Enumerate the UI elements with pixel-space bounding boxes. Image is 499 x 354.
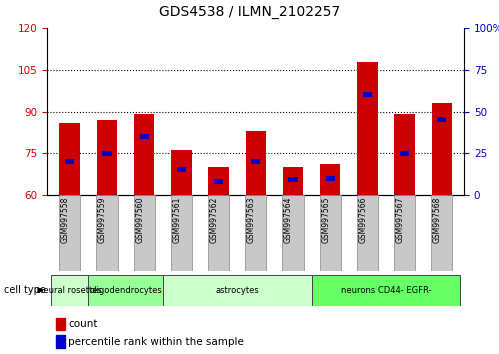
FancyBboxPatch shape bbox=[134, 195, 155, 271]
Bar bbox=[394, 114, 415, 195]
Bar bbox=[97, 120, 117, 195]
Bar bbox=[177, 167, 186, 172]
Bar bbox=[357, 62, 378, 195]
Bar bbox=[432, 103, 452, 195]
Bar bbox=[56, 335, 65, 348]
Text: GSM997567: GSM997567 bbox=[396, 197, 405, 244]
Bar bbox=[246, 131, 266, 195]
FancyBboxPatch shape bbox=[96, 195, 118, 271]
Text: neural rosettes: neural rosettes bbox=[38, 286, 102, 295]
Text: GSM997558: GSM997558 bbox=[61, 197, 70, 243]
Bar bbox=[251, 159, 260, 164]
Bar bbox=[102, 150, 112, 156]
Bar bbox=[437, 117, 446, 122]
FancyBboxPatch shape bbox=[319, 195, 341, 271]
Bar bbox=[320, 164, 340, 195]
Bar bbox=[134, 114, 154, 195]
FancyBboxPatch shape bbox=[282, 195, 303, 271]
Text: oligodendrocytes: oligodendrocytes bbox=[89, 286, 162, 295]
FancyBboxPatch shape bbox=[171, 195, 192, 271]
Text: count: count bbox=[68, 319, 98, 329]
FancyBboxPatch shape bbox=[431, 195, 453, 271]
Text: astrocytes: astrocytes bbox=[215, 286, 259, 295]
Bar bbox=[59, 122, 80, 195]
FancyBboxPatch shape bbox=[208, 195, 229, 271]
Bar bbox=[363, 92, 372, 97]
Bar bbox=[208, 167, 229, 195]
FancyBboxPatch shape bbox=[311, 275, 461, 306]
Text: neurons CD44- EGFR-: neurons CD44- EGFR- bbox=[341, 286, 431, 295]
FancyBboxPatch shape bbox=[394, 195, 415, 271]
Text: percentile rank within the sample: percentile rank within the sample bbox=[68, 337, 244, 347]
Text: GSM997559: GSM997559 bbox=[98, 197, 107, 244]
FancyBboxPatch shape bbox=[51, 275, 88, 306]
Bar bbox=[325, 176, 335, 181]
FancyBboxPatch shape bbox=[88, 275, 163, 306]
Bar bbox=[214, 179, 223, 184]
Bar bbox=[283, 167, 303, 195]
FancyBboxPatch shape bbox=[59, 195, 80, 271]
FancyBboxPatch shape bbox=[245, 195, 266, 271]
FancyBboxPatch shape bbox=[357, 195, 378, 271]
Text: GSM997566: GSM997566 bbox=[358, 197, 367, 244]
Bar bbox=[56, 318, 65, 330]
Bar bbox=[288, 177, 297, 182]
Bar bbox=[65, 159, 74, 164]
Bar bbox=[171, 150, 192, 195]
Text: GSM997561: GSM997561 bbox=[172, 197, 181, 243]
Text: GSM997560: GSM997560 bbox=[135, 197, 144, 244]
Text: GSM997564: GSM997564 bbox=[284, 197, 293, 244]
Text: GSM997565: GSM997565 bbox=[321, 197, 330, 244]
Bar bbox=[400, 150, 409, 156]
Text: GSM997568: GSM997568 bbox=[433, 197, 442, 243]
FancyBboxPatch shape bbox=[163, 275, 311, 306]
Text: GDS4538 / ILMN_2102257: GDS4538 / ILMN_2102257 bbox=[159, 5, 340, 19]
Text: GSM997562: GSM997562 bbox=[210, 197, 219, 243]
Bar bbox=[140, 134, 149, 139]
Text: cell type: cell type bbox=[4, 285, 46, 295]
Text: GSM997563: GSM997563 bbox=[247, 197, 255, 244]
